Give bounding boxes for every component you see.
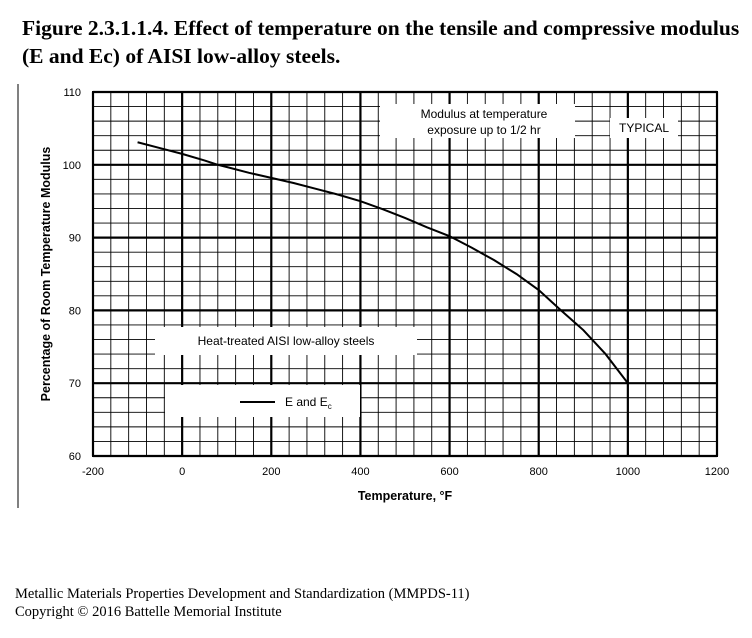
x-tick-label: 400 [351,466,369,478]
legend-entry: E and Ec [285,395,332,411]
annotation-modulus-line1: Modulus at temperature [421,107,548,121]
y-tick-label: 90 [69,233,81,245]
figure-title: Figure 2.3.1.1.4. Effect of temperature … [22,16,740,68]
x-tick-label: 800 [530,466,548,478]
annotation-box-typical [610,118,678,138]
footer-line-1: Metallic Materials Properties Developmen… [15,586,470,602]
annotation-box-modulus [380,104,575,138]
annotation-heat-treated: Heat-treated AISI low-alloy steels [198,334,375,348]
y-tick-label: 100 [63,160,81,172]
x-tick-labels: -200 0 200 400 600 800 1000 1200 [82,466,729,478]
x-tick-label: 1000 [616,466,640,478]
x-tick-label: 1200 [705,466,729,478]
annotation-typical: TYPICAL [619,121,669,135]
footer-line-2: Copyright © 2016 Battelle Memorial Insti… [15,604,282,620]
y-tick-label: 70 [69,378,81,390]
y-tick-label: 60 [69,451,81,463]
y-axis-label: Percentage of Room Temperature Modulus [39,147,53,402]
annotation-modulus-line2: exposure up to 1/2 hr [427,123,540,137]
y-tick-label: 80 [69,305,81,317]
x-axis-label: Temperature, °F [358,489,453,503]
y-tick-labels: 60 70 80 90 100 110 [63,87,81,463]
x-tick-label: 0 [179,466,185,478]
plot-frame [92,91,718,457]
series-line [137,141,629,384]
legend-entry-subscript: c [328,402,332,411]
x-tick-label: 200 [262,466,280,478]
y-tick-label: 110 [63,87,81,99]
annotation-box-heat-treated [155,327,417,355]
x-tick-label: -200 [82,466,104,478]
x-tick-label: 600 [440,466,458,478]
legend-entry-main: E and E [285,395,328,409]
